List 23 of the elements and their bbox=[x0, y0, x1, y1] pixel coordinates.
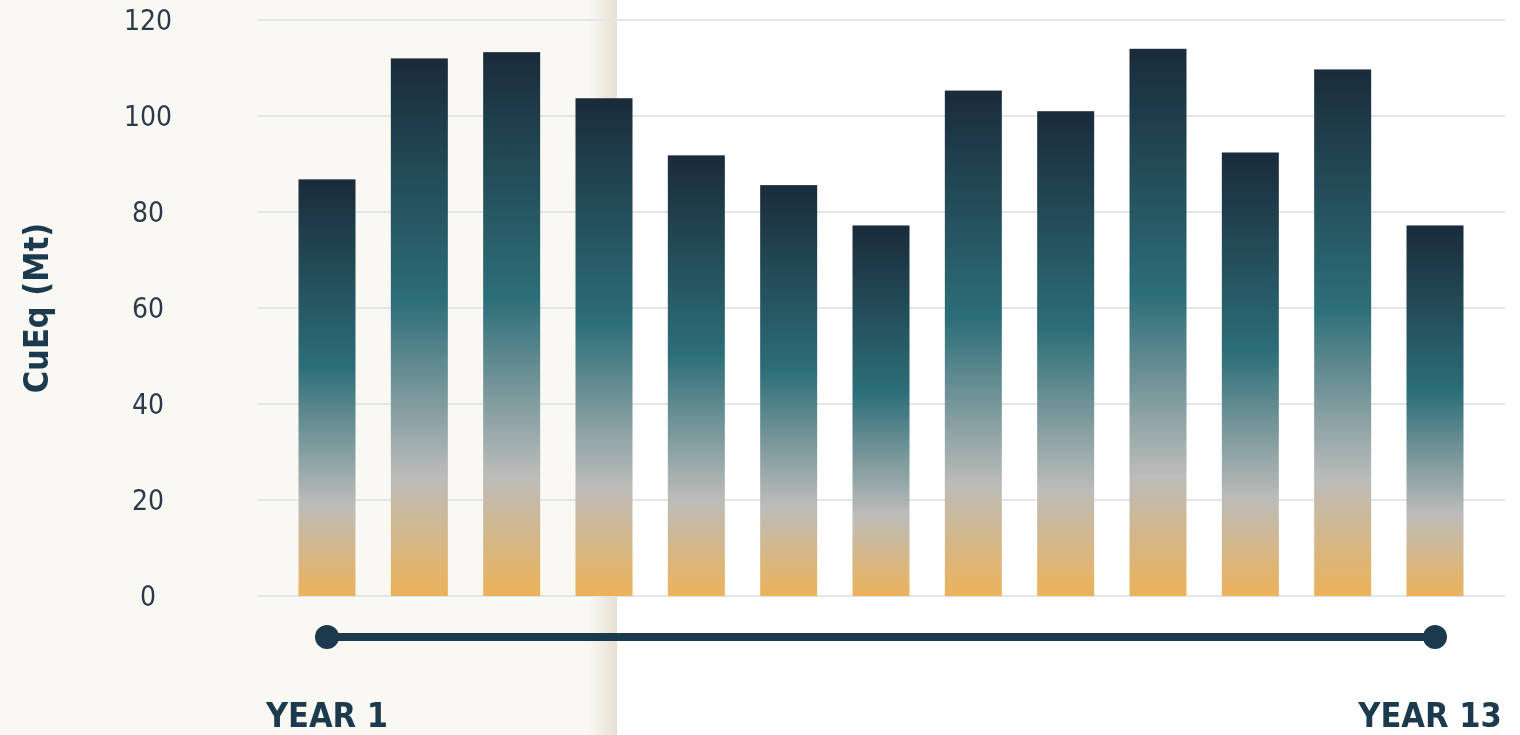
bar bbox=[667, 155, 725, 596]
y-axis-title: CuEq (Mt) bbox=[16, 222, 56, 394]
bar bbox=[483, 52, 541, 596]
bar bbox=[1406, 225, 1464, 596]
x-tick-label: YEAR 13 bbox=[1357, 695, 1502, 735]
y-tick-label: 80 bbox=[131, 195, 165, 229]
x-tick-label: YEAR 1 bbox=[264, 695, 389, 735]
bar bbox=[1221, 152, 1279, 596]
bar bbox=[944, 90, 1002, 596]
bar bbox=[852, 225, 910, 596]
y-tick-label: 60 bbox=[131, 291, 165, 325]
y-tick-label: 120 bbox=[123, 3, 173, 37]
y-tick-label: 20 bbox=[131, 483, 165, 517]
bar bbox=[1314, 69, 1372, 596]
y-tick-label: 100 bbox=[123, 99, 173, 133]
bar bbox=[298, 179, 356, 596]
y-tick-label: 0 bbox=[139, 579, 157, 613]
bar bbox=[575, 98, 633, 596]
bar bbox=[1129, 48, 1187, 596]
y-tick-label: 40 bbox=[131, 387, 165, 421]
bar bbox=[1037, 111, 1095, 596]
bar bbox=[760, 185, 818, 596]
bar bbox=[390, 58, 448, 596]
